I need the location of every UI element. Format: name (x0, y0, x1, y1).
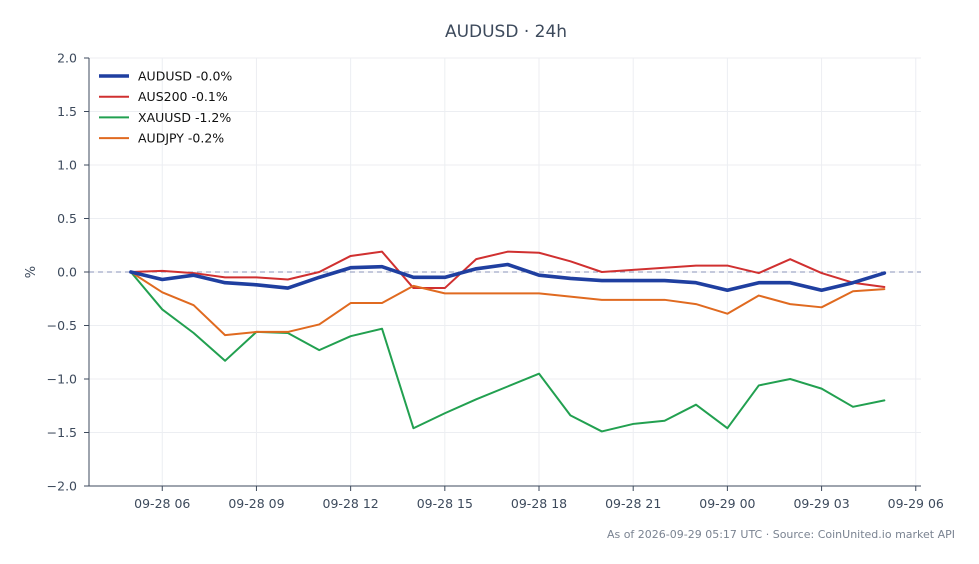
legend-label: AUS200 -0.1% (138, 89, 228, 104)
y-axis-label: % (24, 266, 39, 278)
series-line-audjpy (129, 271, 886, 337)
y-tick-label: 0.5 (57, 211, 77, 226)
x-tick-label: 09-28 06 (134, 496, 190, 511)
y-tick-label: 2.0 (57, 51, 77, 66)
y-tick-label: 0.0 (57, 265, 77, 280)
y-tick-label: 1.5 (57, 104, 77, 119)
legend: AUDUSD -0.0% AUS200 -0.1% XAUUSD -1.2% AUDJ… (99, 69, 232, 146)
series-layer (129, 250, 887, 433)
legend-label: AUDJPY -0.2% (138, 131, 224, 146)
y-tick-label: −0.5 (47, 318, 77, 333)
chart-title: AUDUSD · 24h (445, 22, 567, 42)
x-tick-label: 09-28 21 (605, 496, 661, 511)
x-tick-label: 09-28 18 (511, 496, 567, 511)
y-tick-label: −2.0 (47, 479, 77, 494)
x-axis-ticks: 09-28 06 09-28 09 09-28 12 09-28 15 09-28 18… (134, 486, 944, 511)
x-tick-label: 09-29 00 (699, 496, 755, 511)
y-axis-ticks: 2.0 1.5 1.0 0.5 0.0 −0.5 −1.0 −1.5 −2.0 (47, 51, 89, 494)
x-tick-label: 09-29 06 (888, 496, 944, 511)
y-tick-label: −1.0 (47, 372, 77, 387)
series-line-xauusd (129, 271, 886, 433)
legend-label: XAUUSD -1.2% (138, 110, 231, 125)
series-line-audusd (129, 262, 887, 292)
x-tick-label: 09-28 15 (417, 496, 473, 511)
x-tick-label: 09-28 09 (228, 496, 284, 511)
source-footer: As of 2026-09-29 05:17 UTC · Source: Coi… (607, 528, 955, 541)
x-tick-label: 09-28 12 (323, 496, 379, 511)
y-tick-label: 1.0 (57, 158, 77, 173)
x-tick-label: 09-29 03 (793, 496, 849, 511)
y-tick-label: −1.5 (47, 425, 77, 440)
series-line-aus200 (129, 250, 886, 290)
legend-label: AUDUSD -0.0% (138, 69, 232, 84)
